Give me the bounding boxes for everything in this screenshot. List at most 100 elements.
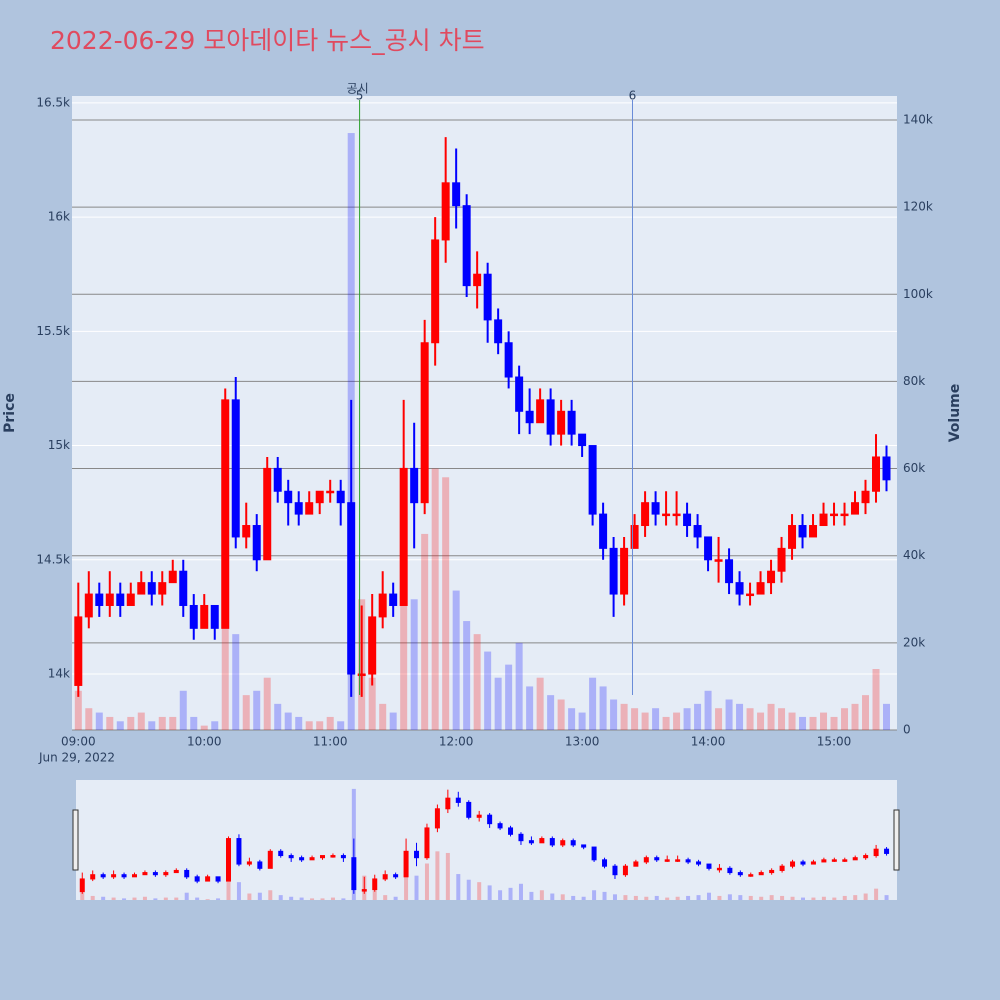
mini-volume-bar	[874, 888, 879, 900]
mini-candle-body	[560, 840, 566, 846]
x-tick-label: 12:00	[439, 735, 474, 749]
candle-body	[809, 525, 818, 538]
slider-handle[interactable]	[72, 809, 79, 871]
volume-bar	[295, 716, 303, 730]
y2-tick-label: 80k	[903, 374, 925, 388]
mini-candle-body	[466, 801, 472, 818]
candle-body	[357, 673, 366, 677]
mini-candle-body	[852, 857, 858, 861]
mini-volume-bar	[174, 897, 179, 900]
candle-body	[630, 525, 639, 549]
mini-candle-body	[643, 857, 649, 863]
candle-body	[179, 570, 188, 606]
candle-body	[263, 467, 272, 561]
mini-volume-bar	[498, 890, 503, 900]
candle-body	[137, 582, 146, 595]
volume-bar	[589, 677, 597, 730]
candle-body	[315, 490, 324, 504]
candle-body	[819, 513, 828, 527]
volume-bar	[410, 599, 418, 730]
mini-volume-bar	[539, 890, 544, 900]
candle-body	[494, 319, 503, 344]
volume-bar	[694, 703, 702, 730]
range-slider[interactable]	[76, 780, 897, 900]
mini-volume-bar	[205, 899, 210, 900]
candle-body	[504, 342, 513, 378]
volume-bar	[725, 699, 733, 730]
mini-candle-body	[246, 861, 252, 865]
candle-body	[851, 502, 860, 515]
mini-candle-body	[737, 872, 743, 876]
volume-bar	[599, 686, 607, 730]
mini-volume-bar	[372, 890, 377, 900]
mini-candle-body	[570, 840, 576, 846]
volume-bar	[463, 621, 471, 730]
volume-bar	[169, 716, 177, 730]
candle-body	[714, 559, 723, 562]
mini-volume-bar	[257, 892, 262, 900]
volume-bar	[778, 708, 786, 730]
candle-body	[672, 513, 681, 517]
candle-body	[147, 582, 156, 595]
mini-candle-body	[215, 876, 221, 882]
volume-bar	[274, 703, 282, 730]
slider-handle[interactable]	[893, 809, 900, 871]
mini-candle-body	[769, 869, 775, 874]
mini-volume-bar	[571, 895, 576, 900]
mini-volume-bar	[706, 892, 711, 900]
volume-bar	[788, 712, 796, 730]
y-tick-label: 15k	[48, 438, 70, 452]
mini-volume-bar	[696, 895, 701, 900]
mini-volume-bar	[821, 896, 826, 900]
volume-bar	[652, 708, 660, 730]
chart-title: 2022-06-29 모아데이타 뉴스_공시 차트	[50, 26, 485, 55]
mini-volume-bar	[195, 897, 200, 900]
mini-volume-bar	[330, 897, 335, 900]
mini-candle-body	[612, 865, 618, 876]
volume-bar	[431, 468, 439, 730]
annotation-label: 6	[629, 89, 637, 103]
volume-bar	[568, 708, 576, 730]
volume-bar	[526, 686, 534, 730]
y2-tick-label: 120k	[903, 200, 933, 214]
mini-candle-body	[351, 857, 357, 891]
mini-volume-bar	[341, 898, 346, 900]
mini-candle-body	[675, 859, 681, 862]
candle-body	[578, 433, 587, 447]
mini-candle-body	[257, 861, 263, 869]
x-tick-label: 15:00	[817, 735, 852, 749]
mini-volume-bar	[435, 851, 440, 900]
mini-volume-bar	[299, 897, 304, 900]
mini-candle-body	[884, 848, 890, 854]
candle-body	[683, 513, 692, 527]
mini-candle-body	[863, 855, 869, 859]
mini-volume-bar	[560, 894, 565, 900]
candle-body	[95, 593, 104, 606]
y-axis-title: Price	[2, 393, 18, 433]
mini-volume-bar	[832, 897, 837, 900]
mini-candle-body	[142, 872, 148, 876]
mini-volume-bar	[383, 895, 388, 900]
mini-candle-body	[414, 850, 420, 859]
candle-body	[525, 410, 534, 424]
volume-bar	[200, 725, 208, 730]
volume-bar	[137, 712, 145, 730]
mini-volume-bar	[424, 863, 429, 900]
mini-volume-bar	[122, 898, 127, 900]
volume-bar	[736, 703, 744, 730]
volume-bar	[673, 712, 681, 730]
candle-body	[399, 467, 408, 606]
mini-candle-body	[320, 855, 326, 859]
volume-bar	[452, 590, 460, 730]
volume-bar	[179, 690, 187, 730]
volume-bar	[820, 712, 828, 730]
mini-candle-body	[100, 874, 106, 878]
y-tick-label: 14.5k	[36, 552, 70, 566]
mini-volume-bar	[466, 879, 471, 900]
volume-bar	[767, 703, 775, 730]
mini-candle-body	[424, 827, 430, 859]
candle-body	[588, 445, 597, 515]
mini-volume-bar	[142, 896, 147, 900]
y-tick-label: 14k	[48, 667, 70, 681]
volume-bar	[127, 716, 135, 730]
